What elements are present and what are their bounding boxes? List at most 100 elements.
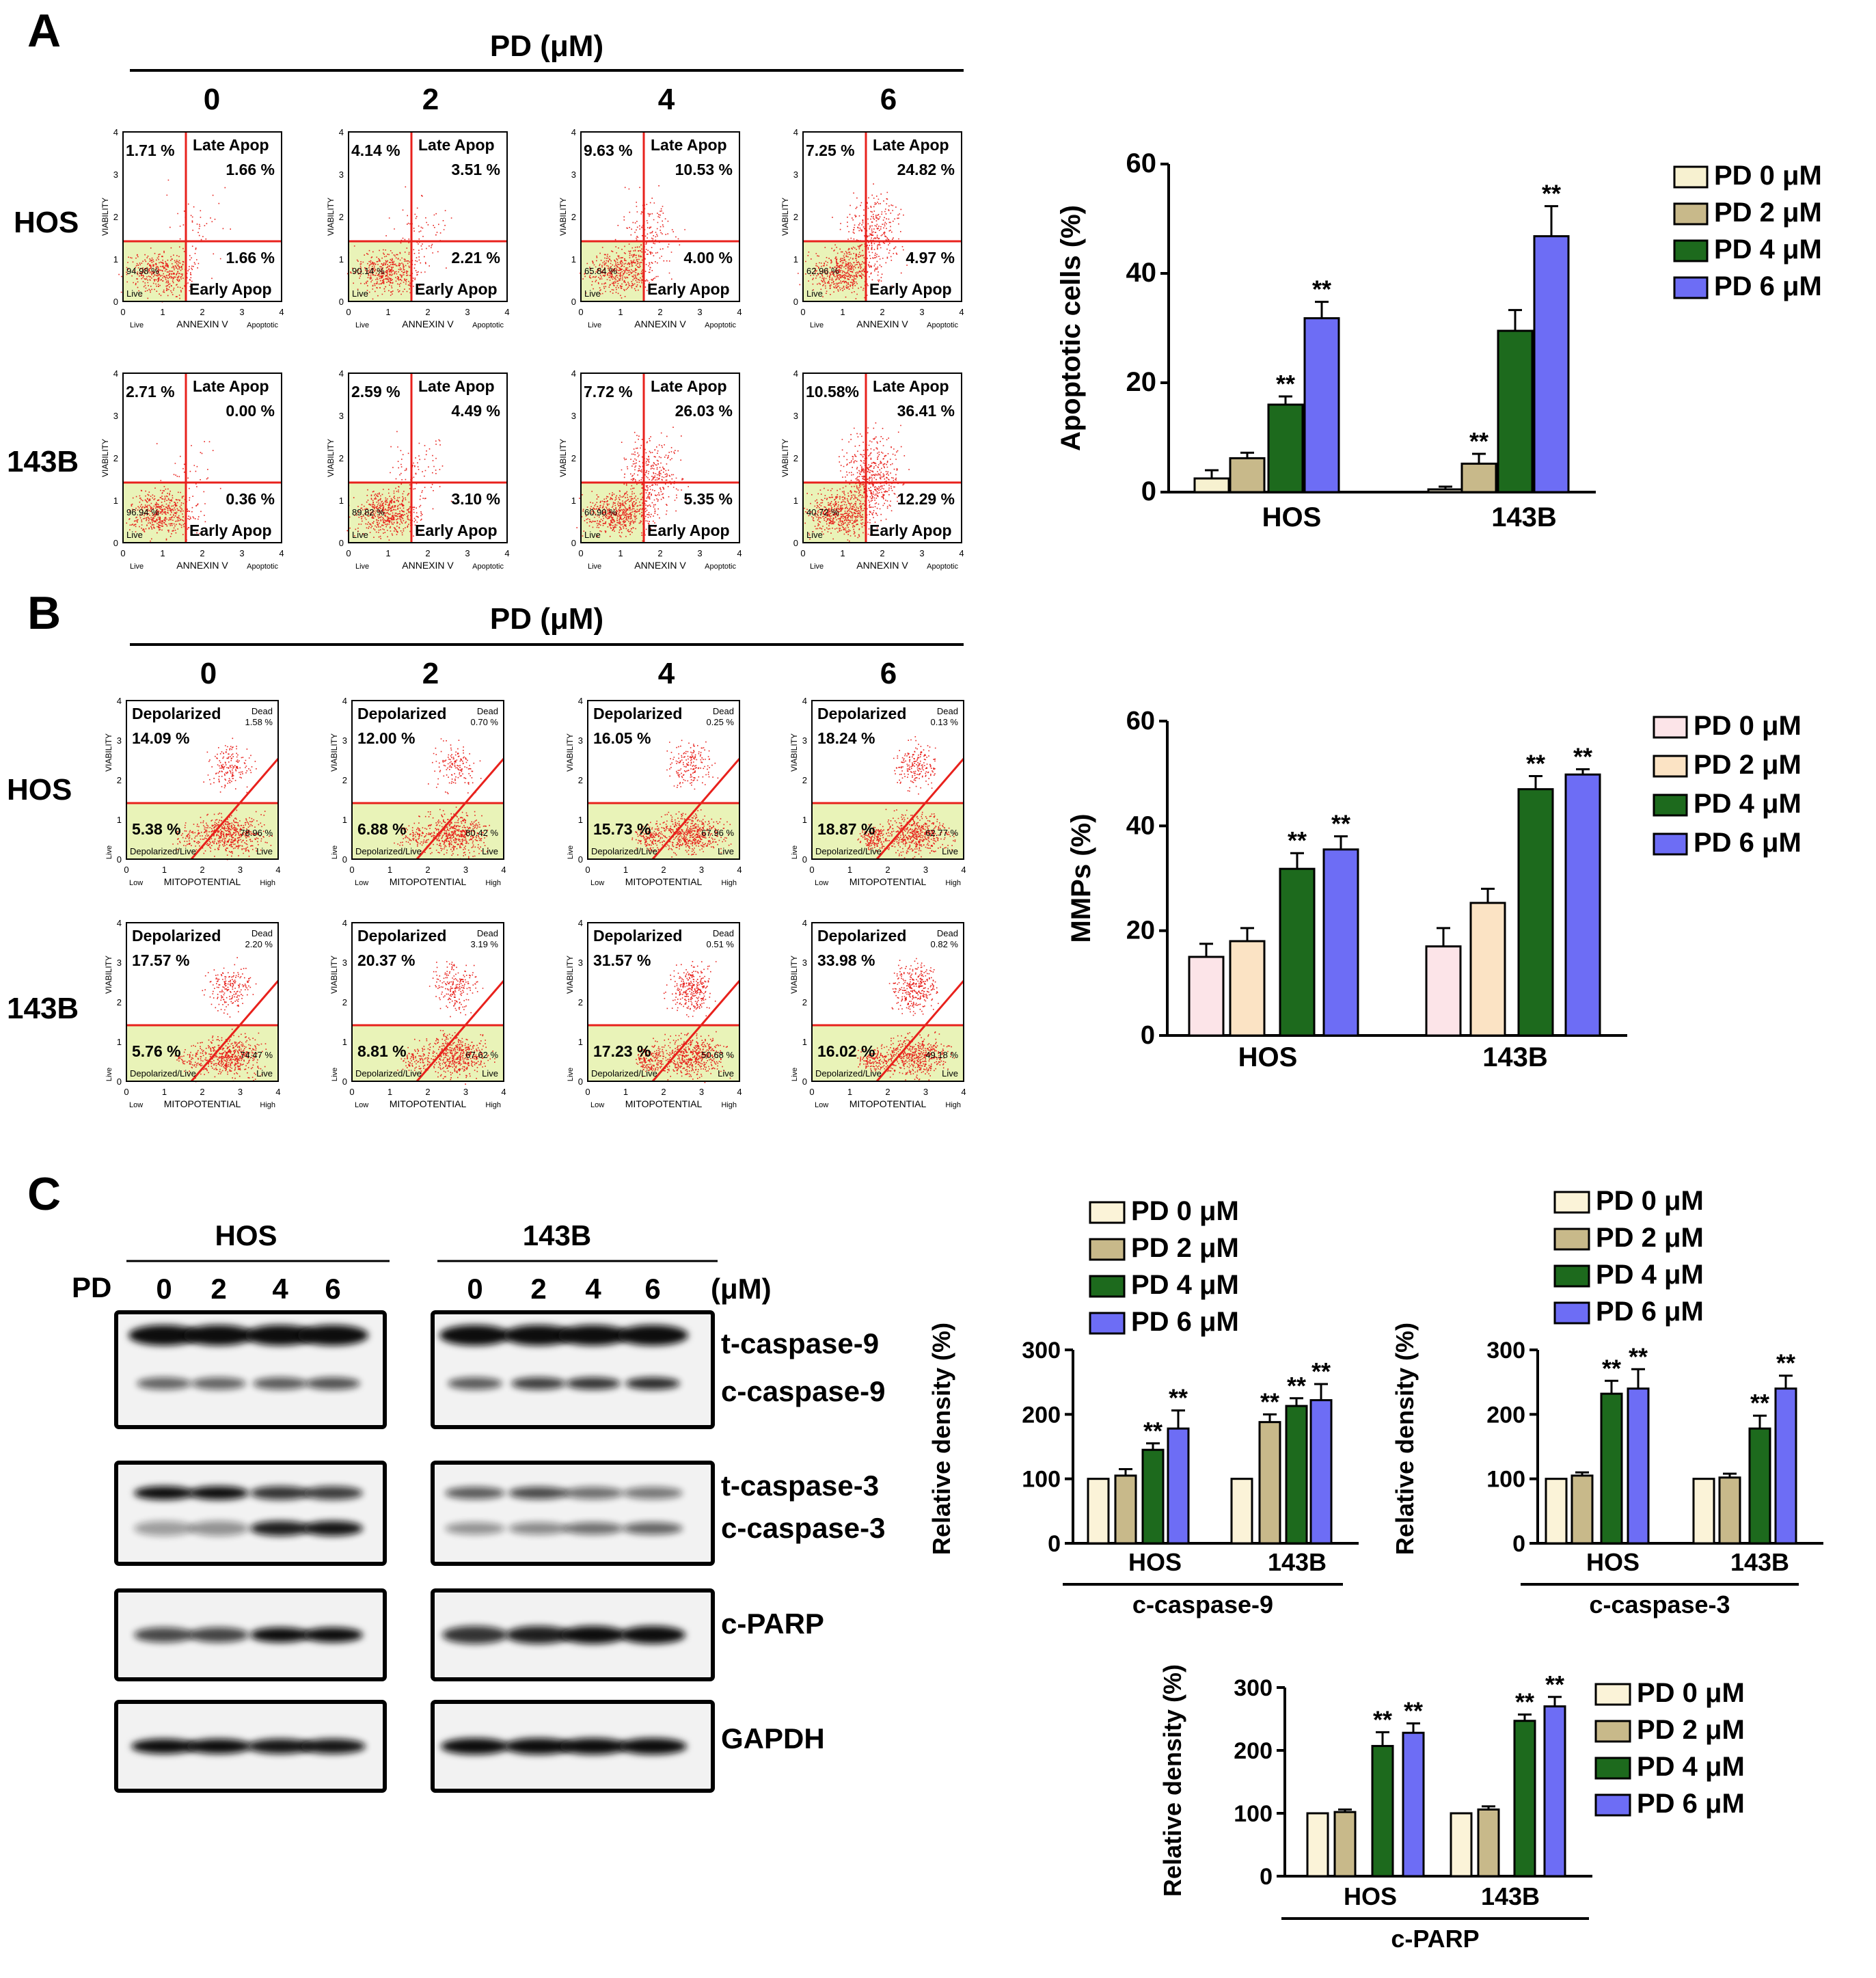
x-tick: 3 (238, 865, 243, 875)
x-tick: 1 (162, 865, 167, 875)
significance-mark: ** (1750, 1389, 1769, 1417)
significance-mark: ** (1515, 1688, 1534, 1716)
band (250, 1521, 310, 1536)
band (566, 1377, 621, 1390)
band (448, 1377, 502, 1390)
legend-swatch (1594, 1683, 1631, 1706)
legend-swatch (1673, 239, 1709, 262)
x-tick: 2 (661, 865, 666, 875)
blot-hos-dose-2: 2 (210, 1273, 226, 1305)
legend-label: PD 0 μM (1596, 1186, 1704, 1216)
blot-143b-dose-0: 0 (467, 1273, 482, 1305)
depolarized-population (888, 958, 939, 1016)
x-axis-label: MITOPOTENTIAL (164, 876, 241, 887)
band (189, 1627, 249, 1642)
x-left-label: Live (355, 321, 369, 329)
live-percent: 67.96 % (701, 828, 734, 838)
y-tick: 3 (793, 170, 798, 180)
x-tick: 1 (618, 548, 623, 558)
x-tick: 2 (425, 307, 430, 317)
blot-membrane (431, 1461, 715, 1566)
x-tick: 4 (961, 1087, 966, 1097)
x-tick: 1 (840, 307, 845, 317)
legend-label: PD 0 μM (1131, 1196, 1239, 1226)
x-axis-label: MITOPOTENTIAL (849, 1098, 927, 1109)
band (442, 1626, 508, 1644)
blot-header-hos: HOS (215, 1219, 277, 1251)
significance-mark: ** (1776, 1349, 1795, 1377)
x-left-label: Live (588, 321, 601, 329)
blot-unit-label: (μM) (711, 1273, 772, 1305)
dead-percent: 0.25 % (707, 717, 735, 727)
depolarized-percent: 17.57 % (132, 951, 189, 969)
y-tick-label: 20 (1126, 367, 1157, 397)
significance-mark: ** (1143, 1417, 1163, 1445)
depolarized-percent: 20.37 % (357, 951, 415, 969)
x-right-label: Apoptotic (927, 563, 958, 571)
mito-plot: 00 1 1 2 2 3 3 4 4 VIABILITY Live MITOPOTENTIAL Low H… (565, 696, 742, 887)
x-high-label: High (721, 1101, 737, 1109)
y-tick-label: 0 (1141, 1021, 1155, 1050)
y-tick: 1 (578, 1037, 583, 1047)
y-tick: 1 (571, 254, 576, 265)
band-label-c-parp: c-PARP (721, 1608, 824, 1640)
y-tick: 1 (571, 496, 576, 506)
y-tick: 4 (339, 368, 344, 379)
annexin-plot: 00 1 1 2 2 3 3 4 4 VIABILITY ANNEXIN V Live Apoptoti… (558, 368, 742, 571)
y-tick: 0 (339, 538, 344, 548)
bar (1285, 1405, 1308, 1545)
legend-swatch (1653, 794, 1688, 817)
y-tick: 4 (802, 918, 807, 928)
x-low-label: Low (815, 1101, 828, 1109)
y-tick-label: 0 (1260, 1864, 1273, 1890)
live-label: Live (584, 288, 601, 299)
x-tick: 1 (840, 548, 845, 558)
x-tick: 0 (809, 1087, 814, 1097)
live-population (346, 245, 430, 300)
x-tick: 1 (160, 307, 165, 317)
x-axis-label: ANNEXIN V (634, 560, 686, 571)
depolarized-live-percent: 5.38 % (132, 820, 181, 838)
y-axis-label: VIABILITY (104, 733, 113, 772)
x-low-label: Low (355, 879, 368, 887)
significance-mark: ** (1404, 1696, 1423, 1724)
y-tick: 0 (342, 1076, 347, 1087)
depolarized-label: Depolarized (593, 927, 682, 945)
dose-0-a: 0 (204, 83, 220, 116)
bar (1545, 1478, 1568, 1545)
depolarized-live-label: Depolarized/Live (355, 846, 422, 856)
band (245, 1325, 316, 1346)
live-label: Live (126, 530, 143, 540)
y-tick-label: 20 (1126, 917, 1155, 945)
dose-6-b: 6 (880, 657, 897, 690)
panel-label-b: B (27, 587, 61, 639)
late-apop-label: Late Apop (418, 136, 495, 154)
band (445, 1487, 505, 1500)
live-label: Live (126, 288, 143, 299)
significance-mark: ** (1311, 1357, 1331, 1385)
significance-mark: ** (1602, 1354, 1621, 1382)
live-percent: 49.18 % (925, 1050, 958, 1060)
y-tick: 0 (793, 538, 798, 548)
x-tick: 3 (463, 1087, 468, 1097)
dead-percent: 0.51 % (707, 939, 735, 949)
y-tick: 1 (117, 1037, 122, 1047)
depolarized-live-label: Depolarized/Live (130, 1068, 196, 1079)
early-apop-percent: 0.36 % (226, 490, 275, 508)
x-category-label: 143B (1491, 502, 1557, 532)
legend: PD 0 μM PD 2 μM PD 4 μM PD 6 μM (1653, 711, 1802, 858)
band (563, 1522, 623, 1535)
significance-mark: ** (1260, 1387, 1279, 1415)
x-left-label: Live (810, 563, 824, 571)
annexin-plot: 00 1 1 2 2 3 3 4 4 VIABILITY ANNEXIN V Live Apoptoti… (326, 127, 510, 329)
row-label-143b-a: 143B (7, 445, 79, 478)
depolarized-live-percent: 17.23 % (593, 1042, 651, 1060)
plot-frame (587, 922, 740, 1082)
x-tick: 2 (885, 1087, 890, 1097)
live-population (346, 486, 426, 543)
depolarized-percent: 33.98 % (817, 951, 875, 969)
x-tick: 2 (880, 548, 884, 558)
x-high-label: High (945, 1101, 961, 1109)
live-percent: 62.96 % (806, 266, 839, 276)
